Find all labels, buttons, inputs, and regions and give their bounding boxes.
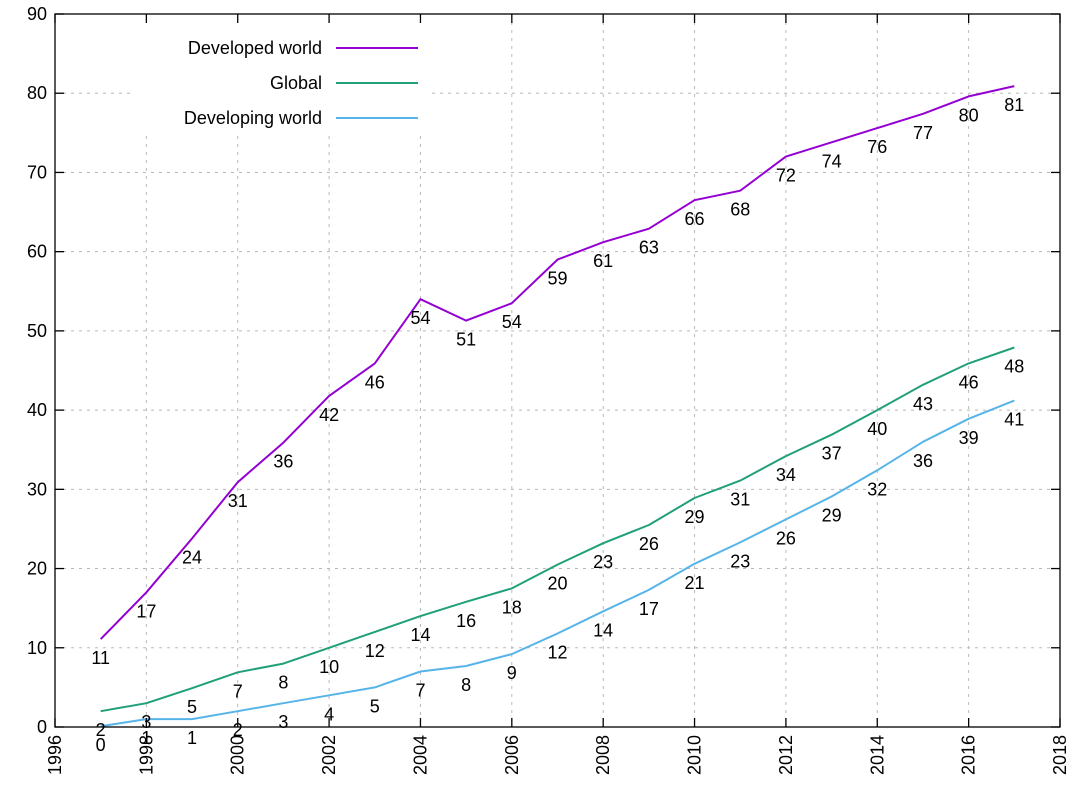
data-label: 0 (96, 735, 106, 755)
data-label: 7 (233, 681, 243, 701)
legend-label-global: Global (270, 73, 322, 93)
y-tick-label: 60 (27, 242, 47, 262)
y-tick-label: 70 (27, 162, 47, 182)
y-tick-label: 90 (27, 4, 47, 24)
data-label: 29 (822, 505, 842, 525)
legend: Developed world Global Developing world (132, 32, 432, 136)
data-label: 21 (685, 573, 705, 593)
series-lines (99, 85, 1015, 728)
y-tick-label: 40 (27, 400, 47, 420)
data-label: 43 (913, 394, 933, 414)
data-label: 63 (639, 238, 659, 258)
x-tick-label: 2012 (776, 735, 796, 775)
data-label: 80 (959, 105, 979, 125)
data-label: 37 (822, 444, 842, 464)
legend-label-developing-world: Developing world (184, 108, 322, 128)
x-tick-label: 2016 (959, 735, 979, 775)
data-label: 77 (913, 123, 933, 143)
x-tick-label: 2014 (867, 735, 887, 775)
data-label: 8 (461, 675, 471, 695)
data-label: 74 (822, 151, 842, 171)
data-label: 8 (278, 673, 288, 693)
x-tick-label: 1996 (45, 735, 65, 775)
x-tick-label: 2004 (410, 735, 430, 775)
x-tick-label: 2008 (593, 735, 613, 775)
data-label: 42 (319, 405, 339, 425)
y-tick-label: 20 (27, 559, 47, 579)
data-label: 16 (456, 611, 476, 631)
data-label: 10 (319, 657, 339, 677)
data-label: 39 (959, 428, 979, 448)
data-label: 72 (776, 166, 796, 186)
y-tick-label: 0 (37, 717, 47, 737)
data-label: 29 (685, 507, 705, 527)
data-label: 17 (136, 601, 156, 621)
data-label: 2 (96, 720, 106, 740)
data-label: 46 (365, 372, 385, 392)
series-line-developed-world (99, 85, 1015, 640)
data-label: 12 (365, 641, 385, 661)
data-label: 59 (547, 269, 567, 289)
data-label: 36 (273, 452, 293, 472)
data-label: 81 (1004, 95, 1024, 115)
data-label: 20 (547, 574, 567, 594)
x-tick-label: 2000 (228, 735, 248, 775)
data-label: 26 (776, 528, 796, 548)
plot-frame (54, 13, 1061, 728)
data-label: 18 (502, 597, 522, 617)
series-line-global (100, 346, 1015, 713)
data-label: 41 (1004, 410, 1024, 430)
data-label: 40 (867, 419, 887, 439)
data-label: 48 (1004, 357, 1024, 377)
data-label: 3 (278, 712, 288, 732)
data-label: 14 (593, 620, 613, 640)
data-label: 34 (776, 465, 796, 485)
data-label: 32 (867, 479, 887, 499)
data-label: 61 (593, 251, 613, 271)
data-label: 5 (187, 697, 197, 717)
data-label: 23 (730, 551, 750, 571)
data-label: 1 (141, 728, 151, 748)
y-tick-label: 80 (27, 83, 47, 103)
data-label: 17 (639, 599, 659, 619)
data-label: 51 (456, 330, 476, 350)
data-label: 7 (415, 681, 425, 701)
data-label: 54 (410, 308, 430, 328)
data-label: 11 (91, 648, 110, 668)
x-tick-label: 2018 (1050, 735, 1070, 775)
y-tick-label: 50 (27, 321, 47, 341)
data-label: 5 (370, 696, 380, 716)
data-label: 36 (913, 451, 933, 471)
y-tick-label: 30 (27, 479, 47, 499)
x-tick-label: 2010 (685, 735, 705, 775)
legend-label-developed-world: Developed world (188, 38, 322, 58)
x-tick-label: 2002 (319, 735, 339, 775)
data-label: 2 (233, 720, 243, 740)
data-label: 24 (182, 547, 202, 567)
y-tick-label: 10 (27, 638, 47, 658)
x-tick-label: 2006 (502, 735, 522, 775)
data-label: 1 (187, 728, 197, 748)
grid (55, 14, 1060, 727)
data-label: 12 (547, 643, 567, 663)
data-label: 46 (959, 372, 979, 392)
data-label: 76 (867, 137, 887, 157)
data-label: 31 (228, 491, 248, 511)
data-label: 31 (730, 490, 750, 510)
data-label: 26 (639, 534, 659, 554)
data-label: 14 (410, 625, 430, 645)
data-label: 23 (593, 552, 613, 572)
data-label: 9 (507, 663, 517, 683)
data-label: 66 (685, 209, 705, 229)
data-label: 4 (324, 704, 334, 724)
data-label: 54 (502, 312, 522, 332)
data-label: 68 (730, 200, 750, 220)
series-line-developing-world (100, 399, 1015, 728)
x-tick-label: 1998 (136, 735, 156, 775)
